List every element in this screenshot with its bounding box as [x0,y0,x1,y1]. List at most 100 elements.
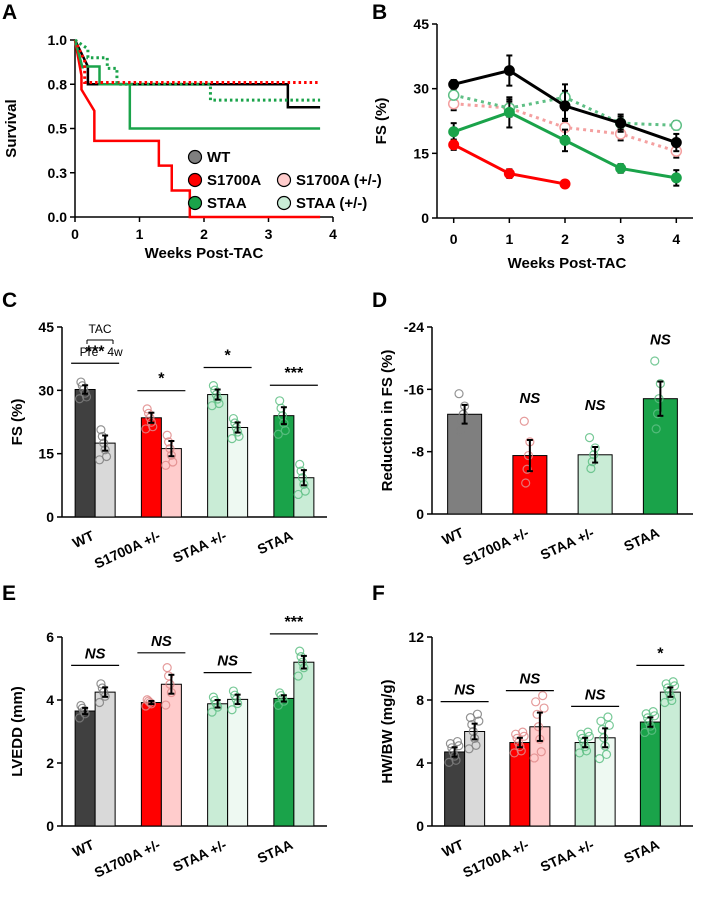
x-tick-label: 3 [265,226,273,242]
bar-s1700a--pre [140,702,162,827]
x-tick-label: 0 [450,231,458,247]
legend-label: STAA (+/-) [296,195,367,212]
category-label: STAA +/- [170,836,229,875]
panel-label-f: F [372,582,385,605]
significance-label: NS [454,682,475,699]
bar-wt-pre [74,388,96,518]
data-dot [295,459,305,469]
data-dot [669,681,680,691]
data-dot [648,707,658,717]
category-label: WT [70,836,97,860]
panel-label-e: E [2,582,16,605]
data-dot [522,464,532,474]
data-dot [529,753,539,763]
data-dot [207,707,217,717]
data-dot [96,425,106,435]
data-dot [145,413,155,423]
y-tick-label: -8 [412,444,425,460]
y-tick-label: 2 [46,755,54,771]
data-dot [584,731,594,741]
significance-label: NS [585,397,606,414]
data-dot [521,478,531,488]
y-tick-label: 30 [413,81,429,97]
legend-marker [187,149,203,165]
panel-e-lvedd-bar-chart: 0 2 4 6 LVEDD (mm) WT NS S1700A +/- NS STAA +/- NS… [9,614,327,881]
bar-wt-pre [74,710,96,827]
x-tick-label: 2 [200,226,208,242]
category-label: STAA +/- [170,527,229,566]
y-tick-label: 0.0 [48,209,68,225]
y-axis-title: Reduction in FS (%) [379,350,396,492]
data-dot [649,711,660,721]
data-point-staa [503,106,515,118]
data-dot [603,712,613,722]
legend-label: STAA [207,195,247,212]
panel-f-hwbw-bar-chart: 0 4 8 12 HW/BW (mg/g) WT NS S1700A +/- NS STAA +/… [379,629,693,881]
data-dot [74,394,85,404]
bar-staa-4w [659,691,681,827]
significance-label: * [657,645,664,662]
significance-label: NS [585,686,606,703]
significance-label: * [158,371,165,388]
x-tick-label: 4 [329,226,337,242]
y-tick-label: 0 [421,210,429,226]
pre-label: Pre [80,345,99,359]
data-dot [652,409,663,419]
y-tick-label: 1.0 [48,32,68,48]
y-axis-title: Survival [3,99,20,157]
data-dot [654,394,664,404]
data-dot [227,705,237,715]
y-tick-label: 0.8 [48,76,68,92]
legend-label: WT [207,149,230,166]
x-tick-label: 3 [617,231,625,247]
data-dot [532,709,542,719]
data-dot [454,389,464,399]
data-point-staa [615,162,627,174]
x-tick-label: 0 [71,226,79,242]
bar-staa--pre [207,394,229,518]
bar-staa-pre [639,721,661,827]
category-label: STAA +/- [538,836,597,875]
data-dot [468,726,478,737]
x-tick-label: 1 [505,231,513,247]
y-tick-label: 0.5 [48,121,68,137]
x-tick-label: 1 [136,226,144,242]
data-dot [94,697,105,708]
data-point-staa [670,172,682,184]
significance-label: *** [285,365,304,382]
data-dot [275,396,285,406]
data-point-staa [448,126,460,138]
y-tick-label: 0 [46,818,54,834]
bar-staa--pre [207,703,229,827]
y-tick-label: 0 [46,509,54,525]
category-label: STAA [621,836,661,866]
data-point-staa- [447,89,460,101]
series-line-s1700a [73,39,321,219]
series-line-staa- [74,38,321,102]
legend-marker [187,172,203,188]
panel-a-survival-chart: 0.0 0.3 0.5 0.8 1.0 Survival 0 1 2 3 4 Weeks Post-T… [3,32,382,262]
series-line-staa [73,39,321,130]
data-dot [297,473,308,483]
significance-label: NS [151,633,172,650]
y-tick-label: 0 [416,818,424,834]
data-point-wt [503,65,515,77]
significance-label: NS [85,645,106,662]
category-label: STAA [255,836,295,866]
category-label: WT [439,524,466,548]
data-dot [293,671,303,681]
panel-label-d: D [372,289,387,312]
y-axis-title: FS (%) [9,399,26,446]
y-tick-label: 45 [38,319,54,335]
category-label: STAA +/- [538,524,597,563]
bar-staa--4w [227,426,249,518]
significance-label: * [225,347,232,364]
data-dot [474,716,484,726]
y-axis-title: FS (%) [373,98,390,145]
data-dot [471,740,481,750]
data-dot [165,444,175,454]
category-label: STAA [255,527,295,557]
data-dot [99,438,109,448]
category-label: WT [70,527,97,551]
